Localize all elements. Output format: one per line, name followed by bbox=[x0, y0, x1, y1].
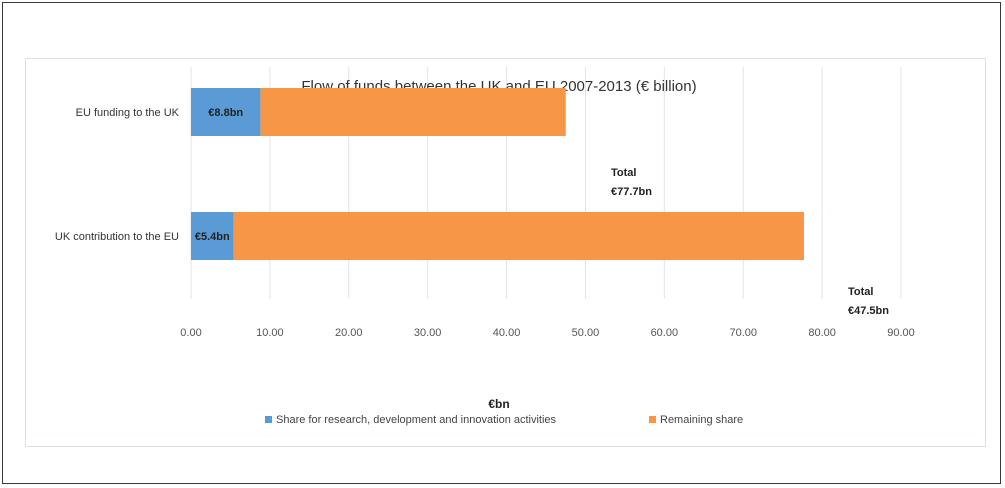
total-annotation-value: €47.5bn bbox=[848, 305, 889, 317]
bar-data-label: €8.8bn bbox=[208, 107, 243, 119]
total-annotation-title: Total bbox=[848, 286, 873, 298]
x-tick-label: 50.00 bbox=[572, 327, 600, 339]
category-labels: EU funding to the UK UK contribution to t… bbox=[55, 107, 180, 243]
x-tick-label: 90.00 bbox=[887, 327, 915, 339]
x-tick-labels: 0.00 10.00 20.00 30.00 40.00 50.00 60.00 70.00 8… bbox=[180, 327, 914, 339]
legend-label: Remaining share bbox=[660, 414, 743, 426]
bar-remaining-share bbox=[260, 88, 566, 136]
bar-data-label: €5.4bn bbox=[195, 231, 230, 243]
bar-research-share bbox=[191, 212, 234, 260]
x-tick-label: 80.00 bbox=[808, 327, 836, 339]
category-label: EU funding to the UK bbox=[76, 107, 180, 119]
total-annotation-value: €77.7bn bbox=[611, 186, 652, 198]
x-tick-label: 20.00 bbox=[335, 327, 363, 339]
x-tick-label: 0.00 bbox=[180, 327, 201, 339]
bar-remaining-share bbox=[233, 212, 804, 260]
category-label: UK contribution to the EU bbox=[55, 231, 179, 243]
x-tick-label: 10.00 bbox=[256, 327, 284, 339]
legend: Share for research, development and inno… bbox=[265, 414, 743, 426]
bars: €8.8bn €5.4bn bbox=[191, 88, 804, 260]
bar-chart: Flow of funds between the UK and EU 2007… bbox=[55, 67, 915, 426]
x-axis-title: €bn bbox=[488, 397, 509, 411]
total-annotations: Total €77.7bn Total €47.5bn bbox=[611, 167, 889, 317]
x-tick-label: 70.00 bbox=[729, 327, 757, 339]
bar-research-share bbox=[191, 88, 261, 136]
legend-swatch bbox=[265, 416, 272, 423]
total-annotation-title: Total bbox=[611, 167, 636, 179]
x-tick-label: 60.00 bbox=[651, 327, 679, 339]
chart-area: Flow of funds between the UK and EU 2007… bbox=[25, 58, 986, 447]
legend-swatch bbox=[649, 416, 656, 423]
legend-label: Share for research, development and inno… bbox=[276, 414, 557, 426]
x-tick-label: 40.00 bbox=[493, 327, 521, 339]
x-tick-label: 30.00 bbox=[414, 327, 442, 339]
